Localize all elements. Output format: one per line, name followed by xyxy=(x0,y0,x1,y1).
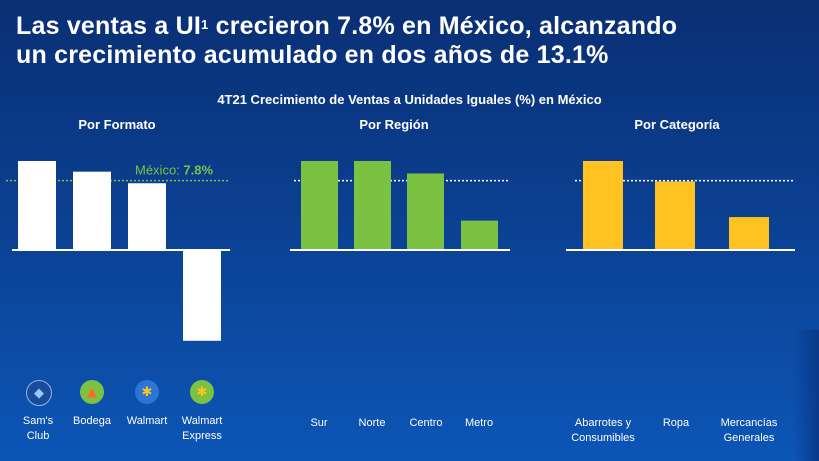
category-label: Walmart xyxy=(126,415,168,427)
category-label: Norte xyxy=(358,417,386,429)
bar xyxy=(729,217,769,250)
bar xyxy=(128,183,166,250)
panel-title-region: Por Región xyxy=(359,117,429,132)
panel-title-formato: Por Formato xyxy=(78,117,156,132)
mexico-value-text: 7.8% xyxy=(183,163,213,178)
walmart-spark-icon: ✱ xyxy=(135,380,159,404)
mexico-reference-label: México: 7.8% xyxy=(135,163,213,178)
headline-footnote-marker: 1 xyxy=(201,17,209,32)
bar xyxy=(18,161,56,250)
panel-title-categoria: Por Categoría xyxy=(634,117,720,132)
category-label: Mercancías Generales xyxy=(720,417,778,444)
category-label: Abarrotes y Consumibles xyxy=(571,417,635,444)
category-label: Centro xyxy=(409,417,443,429)
bar xyxy=(354,161,391,250)
category-label: Sam's Club xyxy=(22,415,54,442)
decorative-edge xyxy=(793,330,819,461)
bar xyxy=(461,220,498,250)
bar xyxy=(73,171,111,250)
category-label: Sur xyxy=(310,417,328,429)
sams-club-icon: ◆ xyxy=(26,380,52,406)
headline-line1-post: crecieron 7.8% en México, alcanzando xyxy=(208,12,678,40)
category-label: Bodega xyxy=(73,415,111,427)
bar xyxy=(583,161,623,250)
mexico-label-text: México: xyxy=(135,163,183,178)
bar xyxy=(301,161,338,250)
bar xyxy=(655,181,695,250)
headline-line-1: Las ventas a UI1 crecieron 7.8% en Méxic… xyxy=(16,12,806,41)
category-label: Walmart Express xyxy=(181,415,223,442)
category-label: Metro xyxy=(464,417,494,429)
bar xyxy=(183,250,221,341)
chart-subtitle: 4T21 Crecimiento de Ventas a Unidades Ig… xyxy=(217,92,602,107)
headline-line-2: un crecimiento acumulado en dos años de … xyxy=(16,41,609,69)
headline: Las ventas a UI1 crecieron 7.8% en Méxic… xyxy=(16,12,806,70)
bodega-icon: ▲ xyxy=(80,380,104,404)
walmart-express-icon: ✱ xyxy=(190,380,214,404)
headline-line1-pre: Las ventas a UI xyxy=(16,12,202,40)
category-label: Ropa xyxy=(662,417,690,429)
bar xyxy=(407,173,444,250)
